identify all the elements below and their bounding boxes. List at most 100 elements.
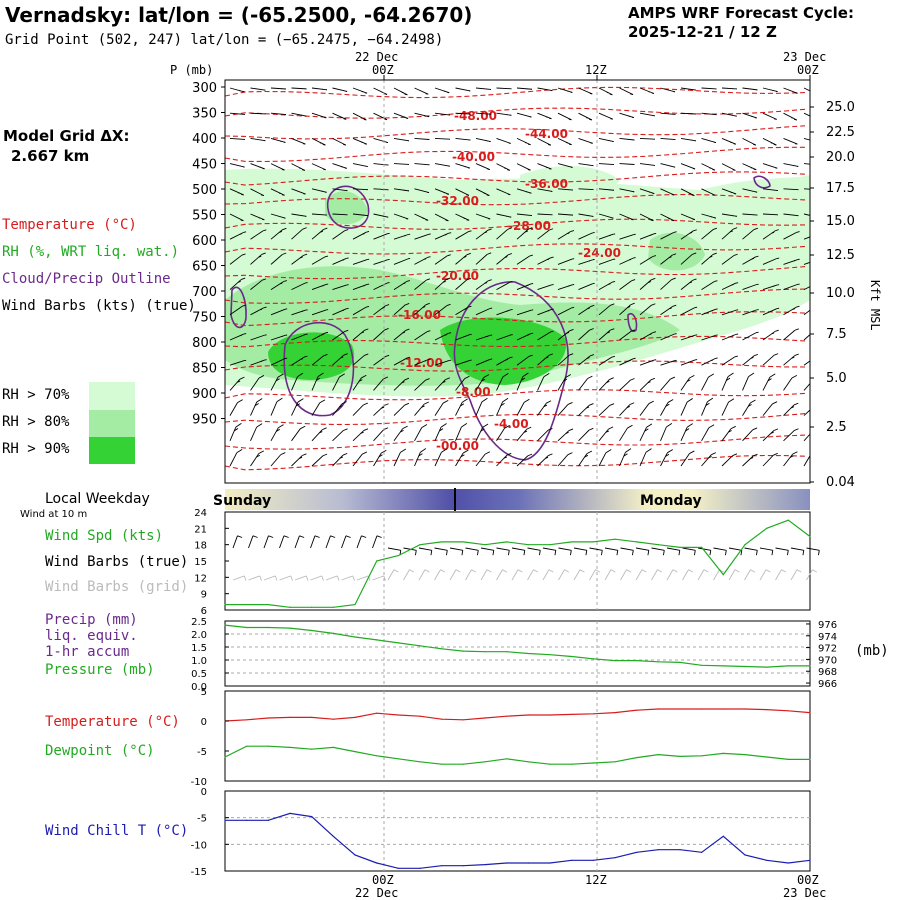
wind-barb: [516, 227, 533, 240]
series-point-pressure: [267, 626, 269, 629]
height-tick-label: 7.5: [826, 327, 847, 342]
wind-barb: [270, 87, 286, 90]
temperature-contour-label: -12.00: [400, 356, 443, 370]
wind-barb: [680, 112, 697, 115]
grid-wind-barb: [651, 569, 663, 581]
weekday-sunday: Sunday: [213, 493, 271, 509]
wind-barb: [393, 112, 409, 119]
series-point-wind-chill: [614, 857, 616, 859]
label-precip: Precip (mm): [45, 612, 138, 628]
wind-barb: [496, 112, 512, 116]
legend-rh: RH (%, WRT liq. wat.): [2, 244, 180, 260]
wind-barb: [680, 163, 696, 170]
wind-barb: [803, 137, 810, 141]
grid-wind-barb: [635, 569, 647, 581]
wind-barb: [393, 377, 410, 391]
surface-wind-barb: [558, 547, 572, 556]
temperature-contour-line: [225, 335, 806, 348]
wind-barb: [475, 307, 493, 316]
y-tick-label: 5: [201, 687, 207, 698]
wind-barb: [270, 188, 285, 196]
series-point-temperature: [506, 715, 508, 717]
wind-barb: [639, 303, 656, 316]
series-point-temperature: [354, 716, 356, 719]
wind-barb: [270, 334, 288, 341]
label-pressure: Pressure (mb): [45, 662, 155, 678]
series-point-temperature: [701, 708, 703, 710]
series-point-pressure: [722, 665, 724, 667]
series-point-wind-speed: [441, 541, 443, 543]
temp-dewpoint-panel: 5 0 -5 -10: [191, 687, 811, 788]
wind-barb: [414, 378, 430, 391]
series-point-wind-speed: [506, 541, 508, 543]
surface-wind-barb: [806, 547, 820, 556]
wind-barb: [598, 233, 616, 240]
wind-barb: [229, 422, 242, 441]
grid-wind-barb: [759, 569, 771, 581]
series-point-wind-speed: [809, 535, 811, 538]
series-point-wind-speed: [701, 546, 703, 548]
top-time-12z: 12Z: [585, 63, 607, 77]
wind-barb: [701, 280, 718, 290]
wind-barb: [803, 382, 810, 391]
wind-barb: [434, 112, 450, 116]
series-point-wind-speed: [289, 606, 291, 608]
rh80-region-3: [648, 232, 705, 271]
height-tick-label: 5.0: [826, 371, 847, 386]
wind-barb: [393, 257, 411, 265]
wind-barb: [270, 227, 287, 240]
wind-barb: [434, 87, 450, 94]
wind-barb: [783, 402, 799, 416]
wind-barb: [393, 213, 409, 220]
legend-rh90-label: RH > 90%: [2, 441, 70, 457]
wind-barb: [803, 261, 810, 265]
wind-barb: [270, 452, 286, 467]
series-point-pressure: [332, 632, 334, 635]
surface-wind-barb: [449, 547, 464, 556]
grid-wind-barb: [418, 569, 430, 581]
wind-barb: [701, 137, 717, 144]
wind-barb: [475, 397, 488, 416]
series-point-pressure: [224, 624, 226, 626]
wind-barb: [250, 112, 266, 115]
wind-barb: [578, 188, 594, 191]
wind-barb: [434, 332, 452, 341]
wind-barb: [701, 452, 717, 467]
wind-barb: [721, 163, 736, 171]
wind-barb: [783, 258, 800, 265]
wind-barb: [311, 188, 327, 193]
cross-section-gridlines: [383, 75, 811, 483]
wind-barb: [680, 450, 695, 467]
series-point-wind-chill: [657, 849, 659, 851]
wind-barb: [742, 331, 759, 341]
wind-barb: [660, 399, 674, 416]
wind-barb: [475, 252, 492, 265]
temperature-contour-label: -44.00: [525, 127, 568, 141]
pressure-tick-label: 850: [192, 362, 217, 377]
wind-barb: [475, 163, 490, 170]
grid-wind-barb: [263, 575, 278, 581]
series-point-wind-chill: [506, 862, 508, 864]
wind-barb: [701, 373, 714, 391]
wind-barb: [598, 137, 614, 143]
wind-barb: [639, 255, 657, 265]
wind-barb: [414, 448, 427, 467]
surface-wind-barb: [620, 547, 634, 556]
wind-barb: [557, 258, 575, 265]
series-point-wind-chill: [701, 851, 703, 853]
wind-barb: [803, 360, 810, 366]
wind-barb: [578, 232, 595, 240]
wind-barb: [455, 277, 471, 290]
wind-barb: [475, 358, 493, 366]
wind-barb: [783, 188, 799, 191]
series-point-temperature: [441, 718, 443, 720]
series-point-wind-speed: [679, 546, 681, 548]
bottom-time-00z-2: 00Z: [797, 873, 819, 887]
wind-barb: [639, 448, 652, 467]
wind-barb: [557, 230, 575, 240]
surface-wind-barb: [248, 535, 258, 549]
wind-barb: [496, 373, 509, 391]
series-point-pressure: [766, 666, 768, 668]
bottom-time-12z: 12Z: [585, 873, 607, 887]
wind-chill-panel: 0 -5 -10 -15: [191, 787, 811, 878]
